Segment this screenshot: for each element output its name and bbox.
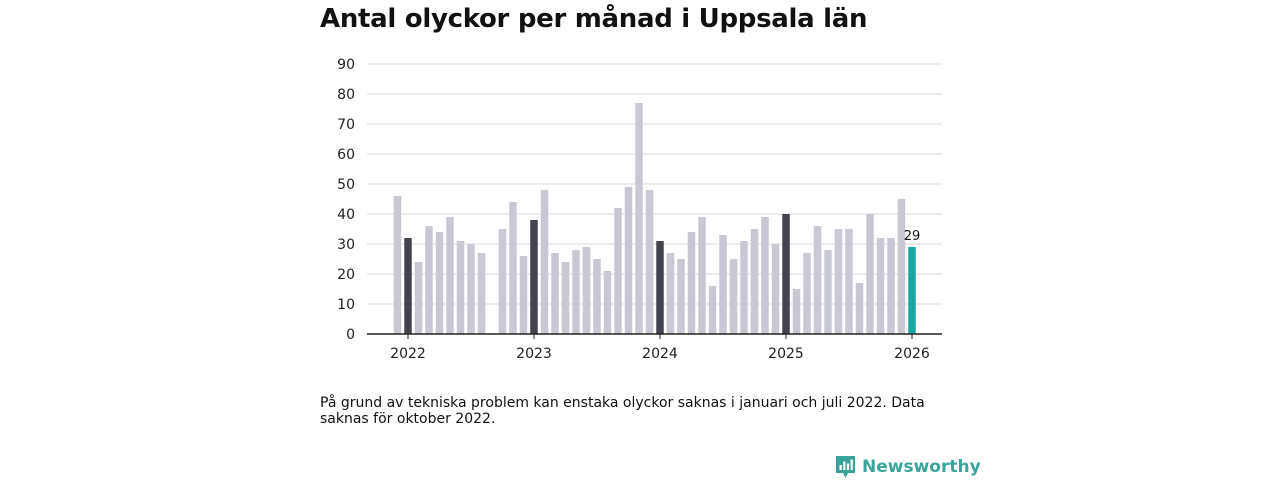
bar: [740, 241, 748, 334]
bar: [845, 229, 853, 334]
newsworthy-logo-icon: [836, 456, 855, 478]
x-tick-label: 2023: [516, 346, 552, 362]
bar: [572, 250, 580, 334]
bar: [404, 238, 412, 334]
bar: [624, 187, 633, 334]
bar: [687, 232, 696, 334]
bar: [614, 208, 622, 334]
footnote: På grund av tekniska problem kan enstaka…: [320, 395, 925, 427]
y-tick-label: 30: [337, 237, 355, 253]
bar: [551, 253, 559, 334]
bar: [414, 262, 423, 334]
bar: [435, 232, 444, 334]
bar: [446, 217, 454, 334]
bar: [876, 238, 885, 334]
bar: [887, 238, 895, 334]
y-tick-label: 20: [337, 267, 355, 283]
bar: [498, 229, 507, 334]
bar: [635, 103, 643, 334]
bar: [813, 226, 822, 334]
bar: [866, 214, 874, 334]
bar: [561, 262, 570, 334]
bar: [729, 259, 738, 334]
bar: [603, 271, 612, 334]
y-tick-label: 70: [337, 117, 355, 133]
bar: [782, 214, 790, 334]
bar: [477, 253, 486, 334]
data-labels: 29: [904, 229, 921, 244]
bar: [824, 250, 832, 334]
bar: [582, 247, 591, 334]
bar: [855, 283, 864, 334]
latest-value-label: 29: [904, 229, 921, 244]
bar: [834, 229, 843, 334]
x-tick-label: 2024: [642, 346, 678, 362]
y-axis-tick-labels: 0 10 20 30 40 50 60 70 80 90: [337, 57, 355, 343]
y-tick-label: 50: [337, 177, 355, 193]
bar: [509, 202, 517, 334]
bar: [897, 199, 906, 334]
bar: [908, 247, 916, 334]
bar: [792, 289, 801, 334]
bar: [645, 190, 654, 334]
bar: [803, 253, 811, 334]
y-tick-label: 60: [337, 147, 355, 163]
chart-title: Antal olyckor per månad i Uppsala län: [320, 4, 868, 34]
x-tick-label: 2022: [390, 346, 426, 362]
bar: [698, 217, 706, 334]
x-tick-label: 2025: [768, 346, 804, 362]
bar: [540, 190, 549, 334]
bars: [393, 103, 916, 334]
y-tick-label: 0: [346, 327, 355, 343]
brand-logo[interactable]: Newsworthy: [835, 455, 981, 479]
bar: [719, 235, 727, 334]
bar: [708, 286, 717, 334]
x-axis-tick-labels: 2022 2023 2024 2025 2026: [390, 334, 930, 362]
bar-chart: 0 10 20 30 40 50 60 70 80 90 2022 2023 2024 2025 2026…: [337, 57, 942, 362]
bar: [593, 259, 601, 334]
bar: [750, 229, 759, 334]
bar: [393, 196, 402, 334]
x-tick-label: 2026: [894, 346, 930, 362]
bar: [425, 226, 433, 334]
brand-name: Newsworthy: [862, 457, 981, 477]
bar: [677, 259, 685, 334]
y-tick-label: 40: [337, 207, 355, 223]
bar: [530, 220, 538, 334]
y-tick-label: 90: [337, 57, 355, 73]
bar: [467, 244, 475, 334]
y-tick-label: 80: [337, 87, 355, 103]
y-tick-label: 10: [337, 297, 355, 313]
bar: [771, 244, 780, 334]
bar: [656, 241, 664, 334]
bar: [761, 217, 769, 334]
bar: [456, 241, 465, 334]
bar: [519, 256, 528, 334]
bar: [666, 253, 675, 334]
